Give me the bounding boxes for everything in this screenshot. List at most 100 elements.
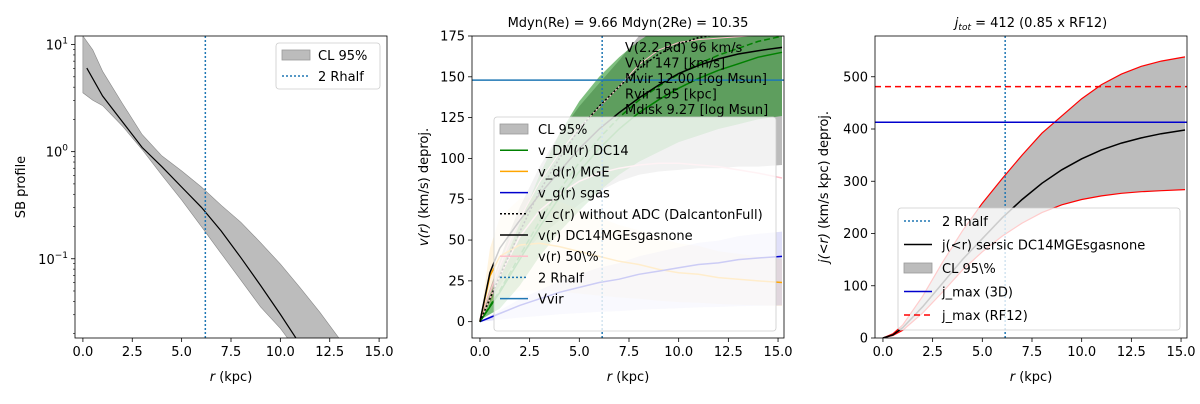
x-label-unit: (kpc) — [612, 370, 649, 385]
annotation-text: Mvir 12.00 [log Msun] — [625, 72, 767, 87]
x-label-var: r — [607, 370, 614, 385]
axes-frame — [874, 35, 1188, 339]
panel-title: jtot = 412 (0.85 x RF12) — [953, 16, 1107, 33]
x-tick-label: 5.0 — [171, 345, 192, 360]
x-tick-label: 12.5 — [315, 345, 344, 360]
x-tick-label: 15.0 — [764, 345, 793, 360]
sb-median-line — [86, 67, 297, 338]
x-tick-label: 5.0 — [972, 345, 993, 360]
x-tick-label: 12.5 — [714, 345, 743, 360]
legend-marker — [499, 123, 529, 135]
legend-label: j(<r) sersic DC14MGEsgasnone — [941, 239, 1145, 254]
tick-base: 10 — [46, 146, 63, 161]
y-axis-label: v(r) (km/s) deproj. — [417, 128, 432, 246]
x-label-var: r — [1010, 370, 1017, 385]
y-tick-label: 10−1 — [38, 251, 68, 268]
y-tick-label: 0 — [457, 315, 465, 330]
x-axis-label: r (kpc) — [607, 370, 650, 385]
y-axis-label: j(<r) (km/s kpc) deproj. — [817, 111, 832, 265]
y-tick-label: 100 — [440, 152, 465, 167]
panel-middle-rotation-curve: 0.0 2.5 5.0 7.5 10.0 12.5 15.0 0 25 50 75 100 125 150… — [417, 16, 793, 385]
x-tick-label: 2.5 — [122, 345, 143, 360]
vc-noadc-line — [479, 36, 714, 322]
legend-label: v_DM(r) DC14 — [538, 144, 629, 159]
title-rest: = 412 (0.85 x RF12) — [971, 16, 1107, 31]
legend-label: j_max (3D) — [941, 286, 1013, 301]
x-tick-label: 5.0 — [569, 345, 590, 360]
x-axis-label: r (kpc) — [210, 370, 253, 385]
title-subscript: tot — [958, 23, 971, 33]
title-var: j — [953, 16, 959, 31]
x-tick-label: 7.5 — [1022, 345, 1043, 360]
y-tick-label: 500 — [843, 70, 868, 85]
dm-band — [479, 36, 782, 320]
y-tick-label: 25 — [448, 274, 465, 289]
y-axis-label: SB profile — [14, 156, 29, 218]
tick-exponent: −1 — [55, 251, 68, 261]
legend-cl95-patch — [281, 49, 311, 61]
y-label-unit: (km/s kpc) deproj. — [817, 111, 832, 233]
x-tick-label: 0.0 — [873, 345, 894, 360]
panel-title: Mdyn(Re) = 9.66 Mdyn(2Re) = 10.35 — [508, 16, 749, 31]
legend-label: v_g(r) sgas — [538, 187, 610, 202]
legend-label: Vvir — [538, 293, 564, 308]
tick-exponent: 1 — [62, 37, 68, 47]
panel-right-angular-momentum: 0.0 2.5 5.0 7.5 10.0 12.5 15.0 0 100 200 300 400 500… — [817, 16, 1196, 385]
y-label-unit: (km/s) deproj. — [417, 128, 432, 223]
x-tick-label: 0.0 — [73, 345, 94, 360]
legend-marker — [903, 262, 933, 274]
x-label-unit: (kpc) — [215, 370, 252, 385]
legend-label: v_d(r) MGE — [538, 165, 610, 180]
y-tick-label: 125 — [440, 111, 465, 126]
plot-area — [82, 36, 340, 338]
x-tick-label: 7.5 — [221, 345, 242, 360]
legend-label: CL 95\% — [942, 262, 996, 277]
annotation-text: Rvir 195 [kpc] — [625, 88, 717, 103]
x-axis-label: r (kpc) — [1010, 370, 1053, 385]
legend-rhalf-label: 2 Rhalf — [318, 70, 364, 85]
x-label-var: r — [210, 370, 217, 385]
y-tick-label: 50 — [448, 234, 465, 249]
legend-label: v(r) DC14MGEsgasnone — [538, 229, 693, 244]
tick-base: 10 — [38, 253, 55, 268]
legend-label: v_c(r) without ADC (DalcantonFull) — [538, 208, 763, 223]
tick-exponent: 0 — [62, 144, 68, 154]
annotation-text: Mdisk 9.27 [log Msun] — [625, 103, 768, 118]
x-tick-label: 2.5 — [922, 345, 943, 360]
y-tick-label: 200 — [843, 227, 868, 242]
x-tick-label: 15.0 — [365, 345, 394, 360]
y-label-var: v(r) — [417, 223, 432, 246]
y-tick-label: 175 — [440, 30, 465, 45]
x-tick-label: 10.0 — [664, 345, 693, 360]
cl95-band — [82, 36, 340, 338]
x-tick-label: 10.0 — [1067, 345, 1096, 360]
legend-cl95-label: CL 95% — [318, 49, 367, 64]
legend-label: v(r) 50\% — [538, 250, 599, 265]
legend-label: j_max (RF12) — [941, 309, 1028, 324]
y-tick-label: 400 — [843, 123, 868, 138]
x-tick-label: 0.0 — [470, 345, 491, 360]
vdm-dashed-line — [479, 36, 783, 323]
annotation-text: Vvir 147 [km/s] — [625, 57, 725, 72]
y-tick-label: 300 — [843, 175, 868, 190]
x-label-unit: (kpc) — [1015, 370, 1052, 385]
y-tick-label: 100 — [46, 144, 69, 161]
y-label-var: j(<r) — [817, 233, 832, 265]
legend-label: 2 Rhalf — [538, 271, 584, 286]
x-tick-label: 10.0 — [266, 345, 295, 360]
y-tick-label: 0 — [860, 332, 868, 347]
y-tick-label: 150 — [440, 70, 465, 85]
tick-base: 10 — [46, 39, 63, 54]
x-tick-label: 15.0 — [1167, 345, 1196, 360]
y-tick-label: 101 — [46, 37, 68, 54]
legend-box — [897, 207, 1181, 331]
x-tick-label: 2.5 — [519, 345, 540, 360]
axes-frame — [471, 35, 785, 339]
y-tick-label: 75 — [448, 193, 465, 208]
y-tick-label: 100 — [843, 279, 868, 294]
x-tick-label: 7.5 — [619, 345, 640, 360]
legend-box — [493, 116, 777, 332]
legend-label: CL 95% — [538, 123, 587, 138]
